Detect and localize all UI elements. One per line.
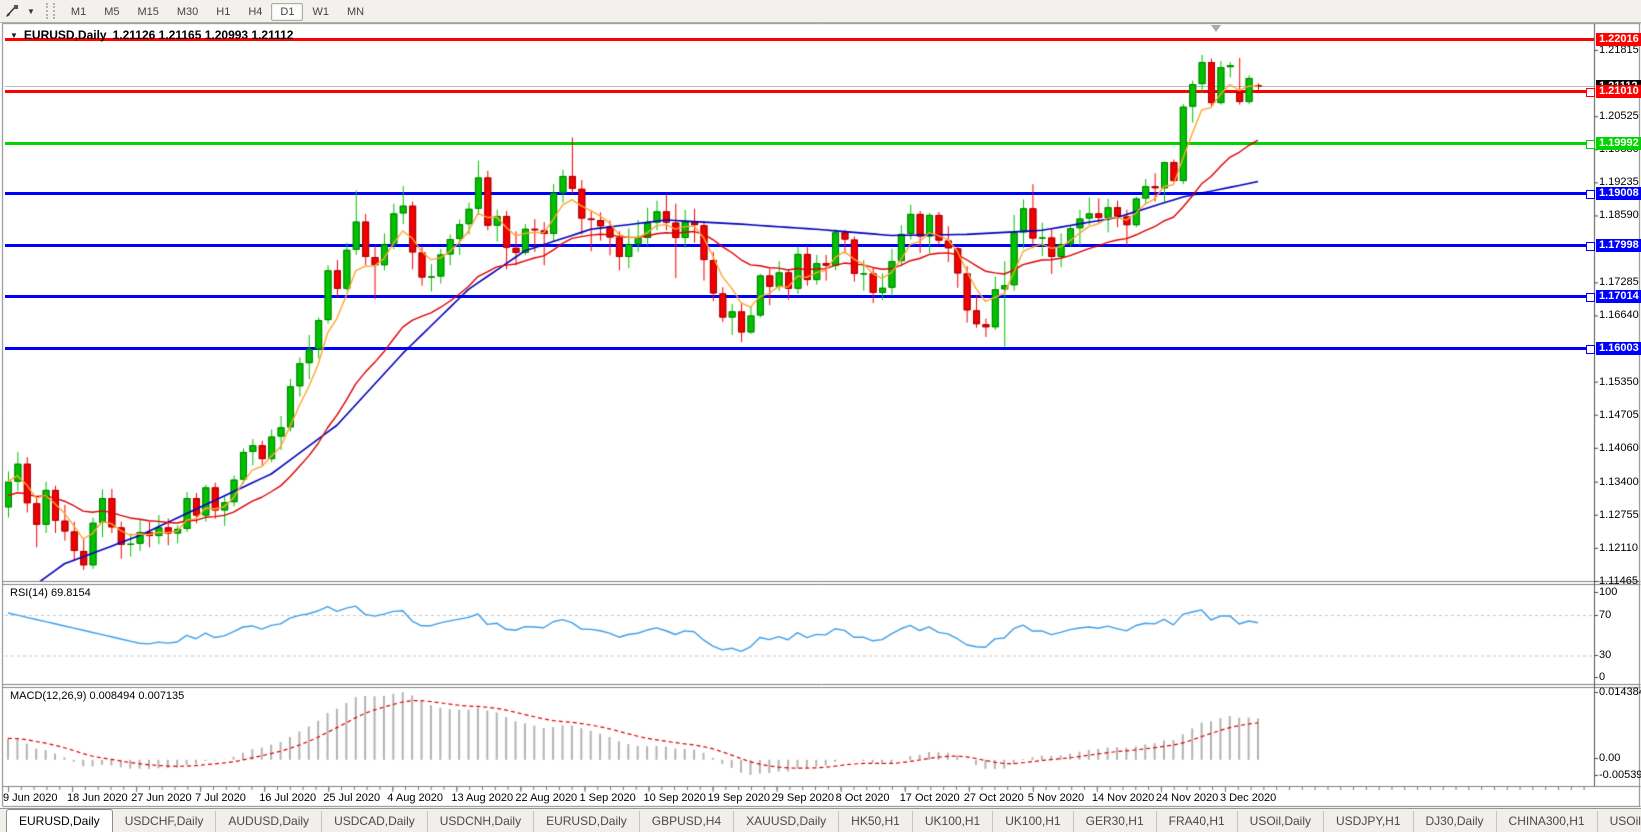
date-tick-label: 1 Sep 2020 bbox=[579, 792, 636, 804]
chart-tab-usoil-h[interactable]: USOil,H bbox=[1598, 811, 1641, 832]
price-tick-label: 1.12110 bbox=[1599, 541, 1638, 554]
macd-tick-label: -0.005396 bbox=[1599, 769, 1641, 781]
rsi-tick-label: 30 bbox=[1599, 649, 1612, 661]
price-tick-label: 1.14705 bbox=[1599, 408, 1639, 421]
chart-shift-marker[interactable] bbox=[1211, 25, 1221, 32]
price-tick-label: 1.13400 bbox=[1599, 475, 1639, 488]
hline-price-tag-1.21010: 1.21010 bbox=[1596, 84, 1641, 98]
date-tick-label: 5 Nov 2020 bbox=[1027, 792, 1085, 804]
date-tick-label: 14 Nov 2020 bbox=[1091, 792, 1155, 804]
macd-indicator-label: MACD(12,26,9) 0.008494 0.007135 bbox=[10, 690, 185, 702]
rsi-indicator-label: RSI(14) 69.8154 bbox=[10, 587, 91, 599]
hline-price-tag-1.22016: 1.22016 bbox=[1596, 33, 1641, 47]
macd-tick-label: 0.00 bbox=[1599, 752, 1621, 764]
chart-tab-fra40-h1[interactable]: FRA40,H1 bbox=[1157, 811, 1238, 832]
date-tick-label: 27 Jun 2020 bbox=[131, 792, 192, 804]
chart-title-symbol: EURUSD,Daily bbox=[23, 28, 107, 42]
rsi-tick-label: 70 bbox=[1599, 609, 1612, 621]
macd-tick-label: 0.014384 bbox=[1599, 686, 1641, 698]
price-tick-label: 1.17285 bbox=[1599, 276, 1639, 289]
date-tick-label: 29 Sep 2020 bbox=[771, 792, 834, 804]
date-tick-label: 25 Jul 2020 bbox=[323, 792, 381, 804]
price-tick-label: 1.21815 bbox=[1599, 44, 1639, 56]
chart-tab-uk100-h1[interactable]: UK100,H1 bbox=[913, 811, 994, 832]
chart-tab-usdchf-daily[interactable]: USDCHF,Daily bbox=[113, 811, 217, 832]
date-tick-label: 8 Oct 2020 bbox=[835, 792, 890, 804]
chart-tab-usdjpy-h1[interactable]: USDJPY,H1 bbox=[1324, 811, 1414, 832]
price-tick-label: 1.12755 bbox=[1599, 508, 1639, 521]
price-tick-label: 1.15350 bbox=[1599, 375, 1639, 388]
chart-tab-gbpusd-h4[interactable]: GBPUSD,H4 bbox=[640, 811, 735, 832]
chart-tab-usdcnh-daily[interactable]: USDCNH,Daily bbox=[428, 811, 535, 832]
date-tick-label: 27 Oct 2020 bbox=[963, 792, 1024, 804]
hline-handle-1.16003[interactable] bbox=[1586, 344, 1595, 354]
price-tick-label: 1.16640 bbox=[1599, 309, 1639, 322]
hline-price-tag-1.19008: 1.19008 bbox=[1596, 187, 1641, 201]
rsi-tick-label: 100 bbox=[1599, 586, 1618, 598]
chart-tab-ger30-h1[interactable]: GER30,H1 bbox=[1074, 811, 1157, 832]
hline-handle-1.19992[interactable] bbox=[1586, 140, 1595, 150]
date-tick-label: 19 Sep 2020 bbox=[707, 792, 770, 804]
chart-tab-xauusd-daily[interactable]: XAUUSD,Daily bbox=[734, 811, 840, 832]
hline-price-tag-1.17014: 1.17014 bbox=[1596, 289, 1641, 303]
date-tick-label: 3 Dec 2020 bbox=[1219, 792, 1277, 804]
chart-tab-usoil-daily[interactable]: USOil,Daily bbox=[1238, 811, 1325, 832]
chart-tab-usdcad-daily[interactable]: USDCAD,Daily bbox=[322, 811, 428, 832]
hline-price-tag-1.17998: 1.17998 bbox=[1596, 239, 1641, 253]
date-tick-label: 4 Aug 2020 bbox=[387, 792, 443, 804]
chart-tab-hk50-h1[interactable]: HK50,H1 bbox=[839, 811, 913, 832]
date-tick-label: 22 Aug 2020 bbox=[515, 792, 578, 804]
price-tick-label: 1.20525 bbox=[1599, 110, 1639, 123]
price-tick-label: 1.14060 bbox=[1599, 441, 1639, 454]
date-tick-label: 7 Jul 2020 bbox=[195, 792, 246, 804]
hline-handle-1.17014[interactable] bbox=[1586, 292, 1595, 302]
chart-tab-eurusd-daily[interactable]: EURUSD,Daily bbox=[534, 811, 640, 832]
date-tick-label: 9 Jun 2020 bbox=[3, 792, 58, 804]
date-tick-label: 18 Jun 2020 bbox=[67, 792, 128, 804]
collapse-triangle-icon[interactable]: ▼ bbox=[10, 30, 18, 40]
chart-title-ohlc: 1.21126 1.21165 1.20993 1.21112 bbox=[112, 28, 294, 42]
date-tick-label: 17 Oct 2020 bbox=[899, 792, 960, 804]
chart-title: ▼ EURUSD,Daily 1.21126 1.21165 1.20993 1… bbox=[10, 28, 293, 42]
price-tick-label: 1.18590 bbox=[1599, 209, 1639, 222]
hline-handle-1.21010[interactable] bbox=[1586, 87, 1595, 97]
chart-tab-dj30-daily[interactable]: DJ30,Daily bbox=[1414, 811, 1497, 832]
chart-tab-china300-h1[interactable]: CHINA300,H1 bbox=[1497, 811, 1598, 832]
hline-price-tag-1.19992: 1.19992 bbox=[1596, 137, 1641, 151]
chart-tab-bar: EURUSD,Daily USDCHF,Daily AUDUSD,Daily USDC… bbox=[0, 808, 1641, 832]
date-tick-label: 13 Aug 2020 bbox=[451, 792, 514, 804]
date-tick-label: 16 Jul 2020 bbox=[259, 792, 317, 804]
chart-tab-eurusd-daily[interactable]: EURUSD,Daily bbox=[6, 809, 113, 832]
hline-price-tag-1.16003: 1.16003 bbox=[1596, 341, 1641, 355]
chart-tab-audusd-daily[interactable]: AUDUSD,Daily bbox=[216, 811, 323, 832]
price-tick-label: 1.19235 bbox=[1599, 176, 1639, 189]
hline-handle-1.17998[interactable] bbox=[1586, 242, 1595, 252]
hline-handle-1.19008[interactable] bbox=[1586, 190, 1595, 200]
date-tick-label: 10 Sep 2020 bbox=[643, 792, 706, 804]
date-tick-label: 24 Nov 2020 bbox=[1155, 792, 1219, 804]
rsi-tick-label: 0 bbox=[1599, 671, 1606, 683]
price-tick-label: 1.11465 bbox=[1599, 574, 1638, 587]
chart-tab-uk100-h1[interactable]: UK100,H1 bbox=[993, 811, 1074, 832]
